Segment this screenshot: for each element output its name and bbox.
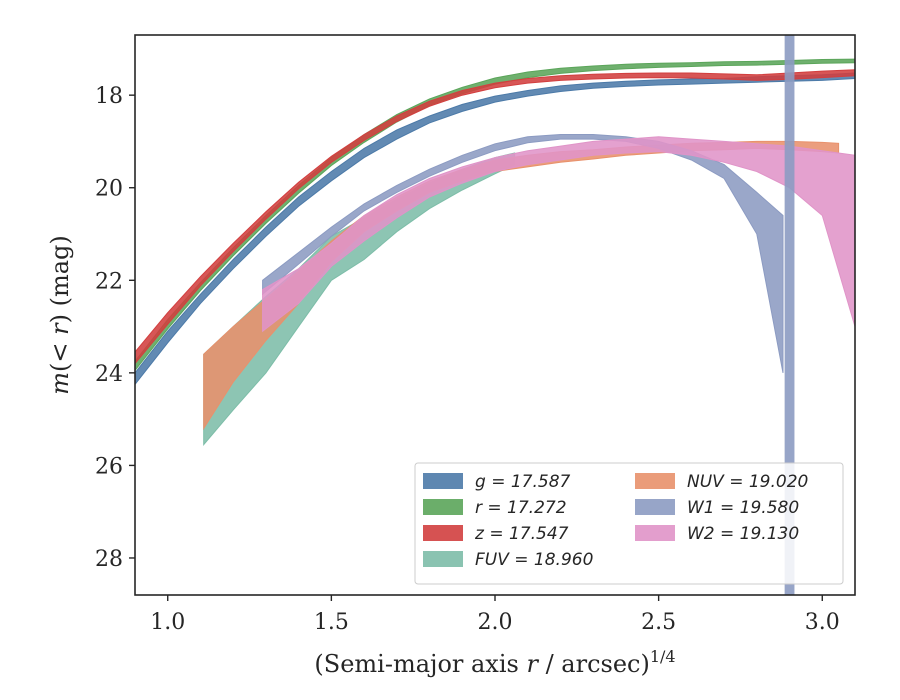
series-band-r — [135, 58, 855, 372]
legend-swatch-z — [423, 525, 463, 541]
legend-swatch-w1 — [635, 499, 675, 515]
y-tick-label: 24 — [95, 362, 123, 387]
y-axis-label: m(< r) (mag) — [46, 235, 74, 395]
legend-label-fuv: FUV = 18.960 — [475, 550, 593, 570]
legend-label-w1: W1 = 19.580 — [687, 498, 799, 518]
vertical-band — [784, 35, 795, 595]
legend-swatch-g — [423, 473, 463, 489]
y-tick-label: 18 — [95, 84, 123, 109]
axis-ticks: 1.0 1.5 2.0 2.5 3.0 18 20 22 24 26 28 — [95, 84, 840, 635]
x-tick-label: 2.5 — [641, 610, 676, 635]
y-tick-label: 28 — [95, 547, 123, 572]
legend-label-g: g = 17.587 — [475, 472, 571, 492]
vertical-band-layer — [784, 35, 795, 595]
series-band-g — [135, 72, 855, 386]
legend-label-z: z = 17.547 — [474, 524, 569, 544]
y-tick-label: 20 — [95, 177, 123, 202]
legend-label-nuv: NUV = 19.020 — [687, 472, 808, 492]
legend-label-w2: W2 = 19.130 — [687, 524, 799, 544]
legend-swatch-fuv — [423, 551, 463, 567]
legend-swatch-r — [423, 499, 463, 515]
series-band-w1 — [262, 134, 784, 373]
series-bands — [135, 58, 855, 446]
legend-frame — [414, 462, 844, 585]
y-tick-label: 26 — [95, 454, 123, 479]
series-band-w2 — [262, 136, 855, 333]
series-band-fuv — [203, 152, 516, 446]
x-tick-label: 1.5 — [314, 610, 349, 635]
y-tick-label: 22 — [95, 269, 123, 294]
legend-swatch-nuv — [635, 473, 675, 489]
legend: g = 17.587 r = 17.272 z = 17.547 FUV = 18.9… — [414, 462, 844, 585]
x-tick-label: 2.0 — [478, 610, 513, 635]
legend-swatch-w2 — [635, 525, 675, 541]
x-axis-label: (Semi-major axis r / arcsec)1/4 — [314, 647, 675, 678]
x-tick-label: 1.0 — [150, 610, 185, 635]
x-tick-label: 3.0 — [805, 610, 840, 635]
series-band-z — [135, 69, 855, 365]
legend-label-r: r = 17.272 — [475, 498, 567, 518]
